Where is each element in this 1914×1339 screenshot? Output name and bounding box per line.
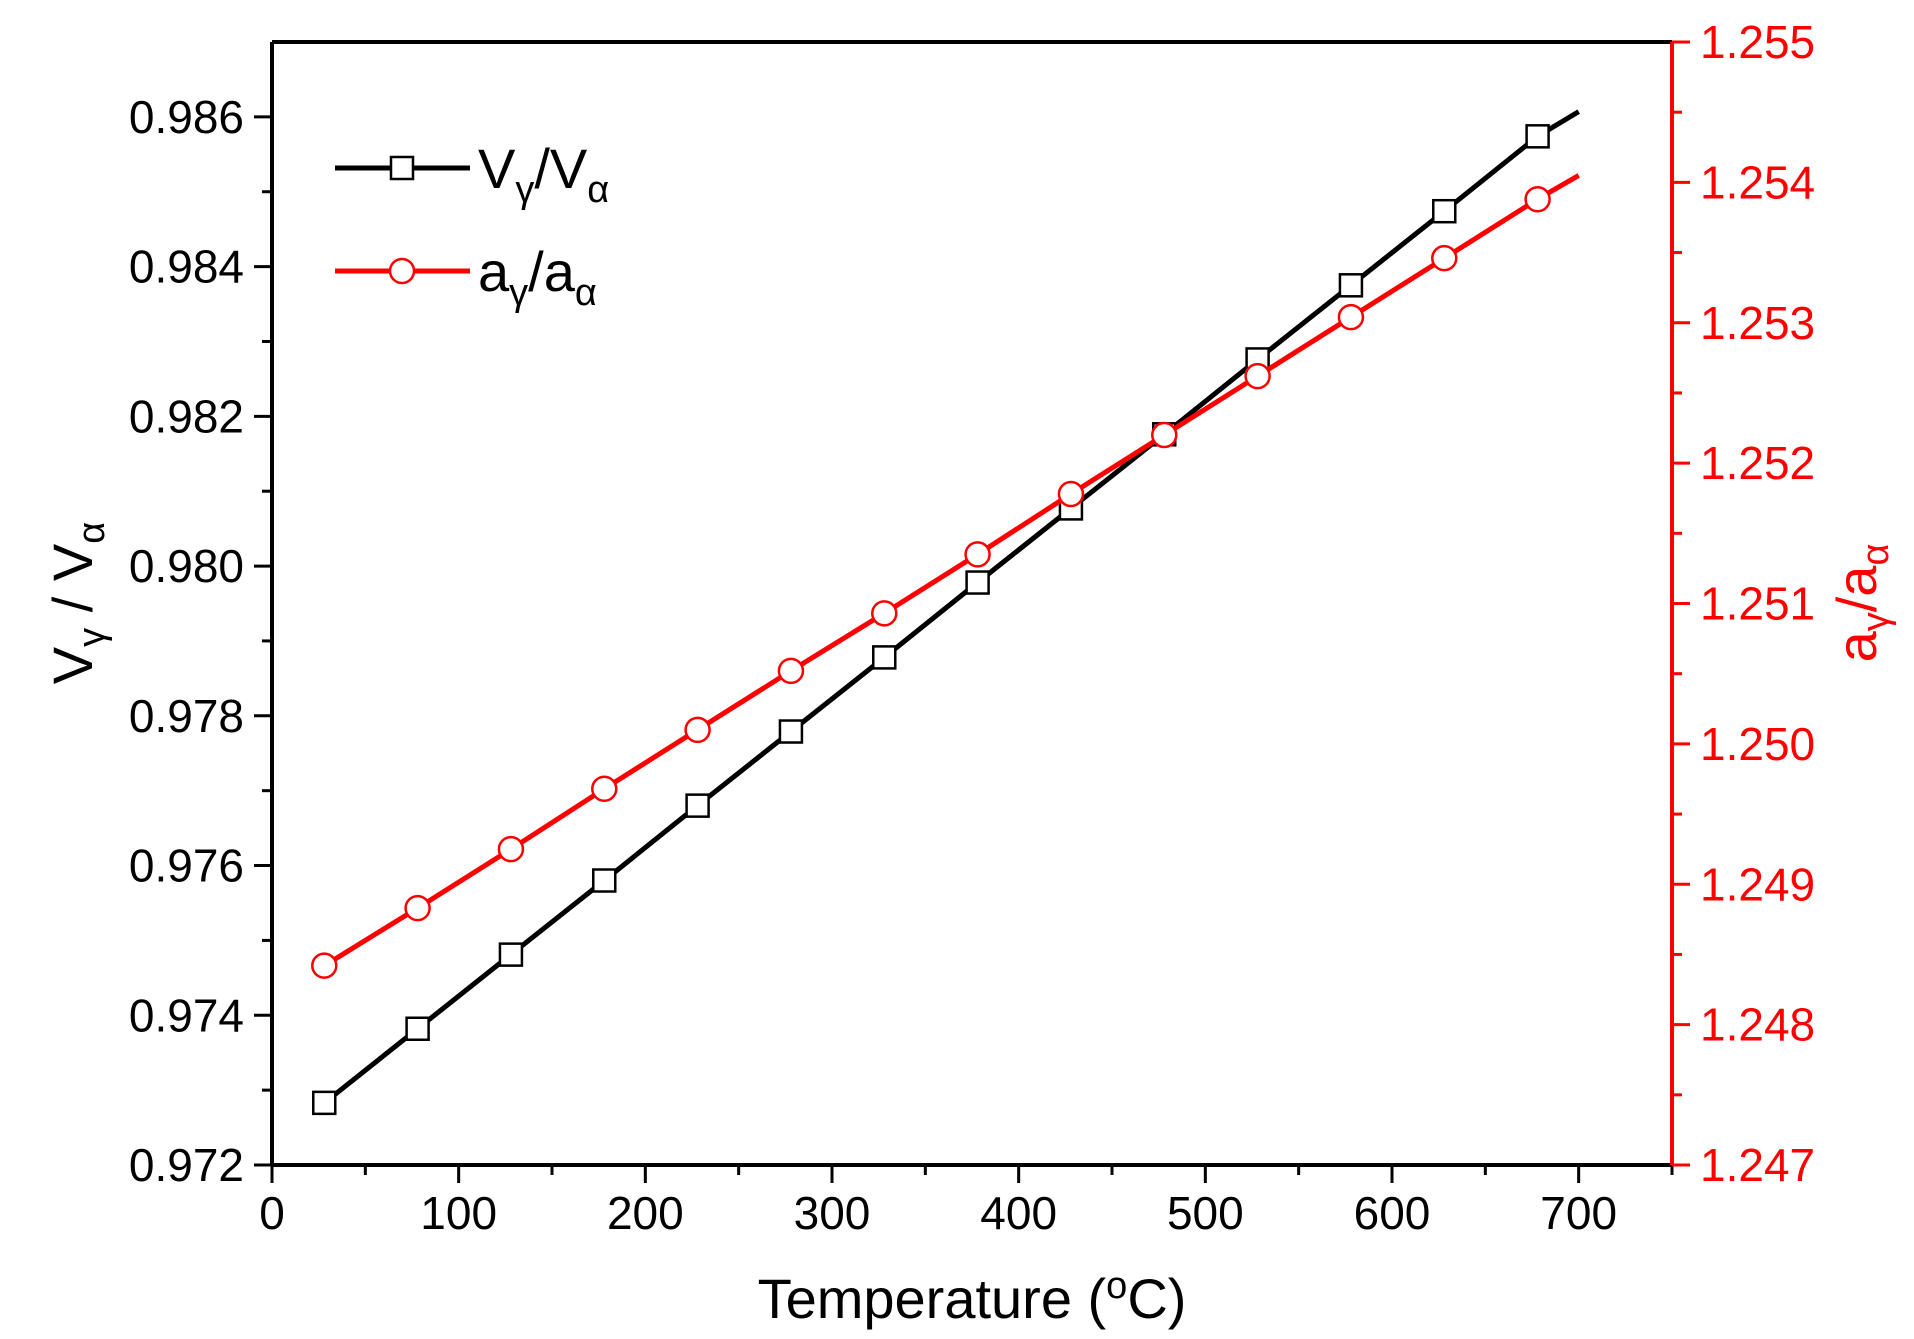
x-tick-label: 100 bbox=[420, 1187, 497, 1239]
y-right-tick-label: 1.251 bbox=[1700, 578, 1815, 630]
legend-item-v-ratio: Vγ/Vα bbox=[335, 137, 609, 211]
data-point-square bbox=[1432, 198, 1457, 224]
data-point-circle bbox=[497, 835, 525, 863]
data-point-circle bbox=[404, 894, 431, 922]
data-point-square bbox=[872, 645, 897, 670]
y-left-tick-label: 0.984 bbox=[129, 241, 244, 293]
y-right-tick-label: 1.247 bbox=[1700, 1139, 1815, 1191]
data-point-circle bbox=[1337, 303, 1365, 331]
ticks-layer: 0 100 200 300 400 500 600 700 0.972 0.974 0.976 0.9… bbox=[129, 16, 1815, 1239]
legend: Vγ/Vα aγ/aα bbox=[335, 137, 609, 314]
legend-marker-circle bbox=[388, 257, 416, 285]
data-point-circle bbox=[311, 952, 338, 979]
series-layer bbox=[311, 109, 1580, 1116]
data-point-circle bbox=[964, 541, 991, 568]
data-point-square bbox=[312, 1090, 337, 1116]
y-right-tick-label: 1.252 bbox=[1700, 437, 1815, 489]
y-left-tick-label: 0.976 bbox=[129, 840, 244, 892]
data-point-square bbox=[685, 793, 710, 818]
y-left-tick-label: 0.974 bbox=[129, 989, 244, 1041]
data-point-circle bbox=[777, 657, 805, 685]
data-point-circle bbox=[1057, 480, 1085, 508]
y-right-tick-label: 1.255 bbox=[1700, 16, 1815, 68]
data-point-square bbox=[965, 570, 990, 595]
data-point-circle bbox=[684, 716, 711, 744]
x-tick-label: 400 bbox=[980, 1187, 1057, 1239]
x-tick-label: 700 bbox=[1540, 1187, 1617, 1239]
y-left-tick-label: 0.986 bbox=[129, 91, 244, 143]
x-tick-label: 0 bbox=[259, 1187, 285, 1239]
y-left-axis-title: Vγ / Vα bbox=[41, 522, 113, 684]
y-right-tick-label: 1.250 bbox=[1700, 718, 1815, 770]
data-point-circle bbox=[871, 600, 898, 627]
x-tick-label: 600 bbox=[1354, 1187, 1431, 1239]
data-point-square bbox=[405, 1016, 430, 1041]
legend-label-v-ratio: Vγ/Vα bbox=[478, 137, 609, 211]
y-right-tick-label: 1.248 bbox=[1700, 999, 1815, 1051]
legend-label-a-ratio: aγ/aα bbox=[478, 240, 597, 314]
data-point-circle bbox=[1244, 362, 1271, 390]
data-point-square bbox=[1338, 273, 1364, 298]
y-left-tick-label: 0.978 bbox=[129, 690, 244, 742]
x-tick-label: 500 bbox=[1167, 1187, 1244, 1239]
legend-marker-square bbox=[389, 155, 415, 181]
y-left-tick-label: 0.972 bbox=[129, 1139, 244, 1191]
data-point-circle bbox=[1524, 185, 1551, 213]
data-point-circle bbox=[1431, 244, 1458, 272]
y-right-tick-label: 1.254 bbox=[1700, 156, 1815, 208]
y-right-axis-title: aγ/aα bbox=[1825, 544, 1897, 663]
y-right-tick-label: 1.249 bbox=[1700, 858, 1815, 910]
data-point-circle bbox=[1151, 421, 1178, 449]
data-point-square bbox=[1525, 124, 1550, 149]
x-tick-label: 300 bbox=[794, 1187, 871, 1239]
x-axis-title: Temperature (oC) bbox=[758, 1265, 1187, 1330]
y-left-tick-label: 0.982 bbox=[129, 390, 244, 442]
series-a-ratio bbox=[311, 173, 1580, 979]
legend-item-a-ratio: aγ/aα bbox=[335, 240, 597, 314]
data-point-square bbox=[498, 942, 524, 967]
data-point-square bbox=[592, 868, 617, 893]
y-left-tick-label: 0.980 bbox=[129, 540, 244, 592]
data-point-square bbox=[778, 719, 804, 744]
y-right-tick-label: 1.253 bbox=[1700, 297, 1815, 349]
x-tick-label: 200 bbox=[607, 1187, 684, 1239]
data-point-circle bbox=[591, 775, 618, 803]
